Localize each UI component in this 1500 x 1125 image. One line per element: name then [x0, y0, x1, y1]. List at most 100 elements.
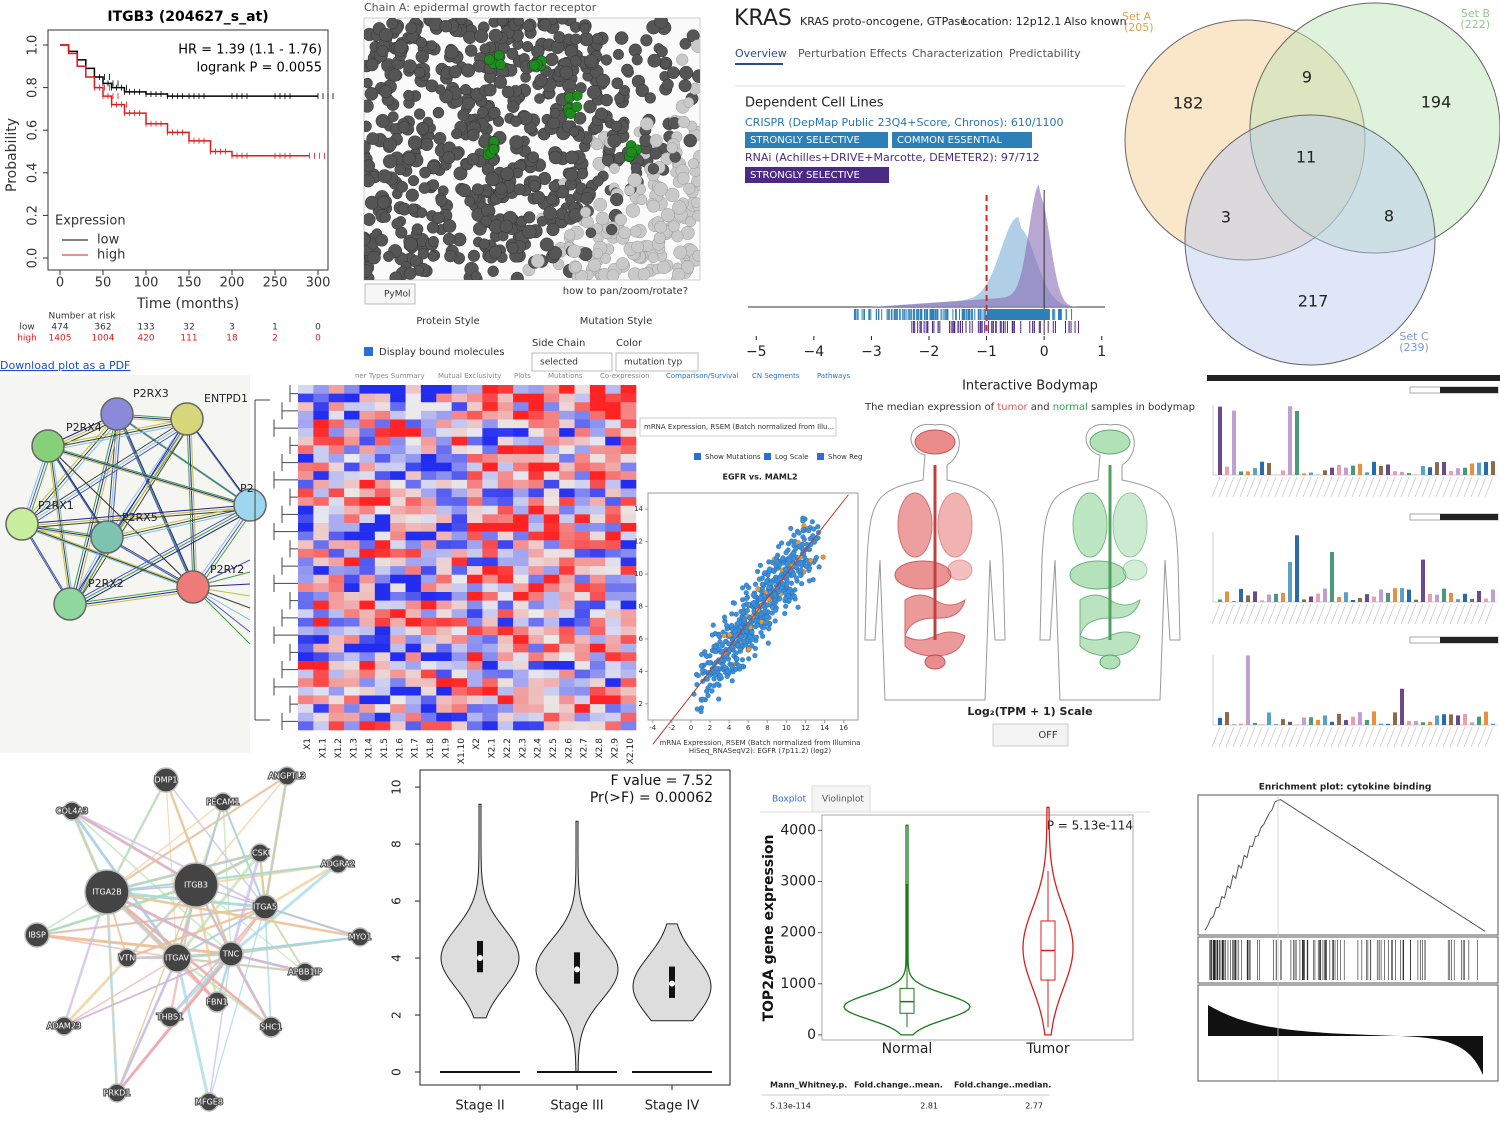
atom	[631, 240, 644, 254]
heat-cell	[497, 678, 514, 688]
risk-count: 111	[180, 334, 197, 344]
point	[727, 632, 733, 638]
button-label[interactable]: PyMol	[384, 290, 411, 300]
heat-cell	[574, 635, 591, 645]
heat-cell	[390, 643, 406, 653]
x-tick-label: Stage II	[455, 1099, 504, 1114]
heat-cell	[405, 462, 422, 472]
atom	[427, 251, 439, 262]
atom	[547, 116, 560, 130]
heat-cell	[374, 721, 391, 731]
heat-cell	[313, 695, 330, 705]
atom	[444, 249, 457, 263]
heat-cell	[589, 712, 606, 722]
tick-label-stub	[1407, 476, 1417, 498]
heat-cell	[436, 652, 452, 662]
node-label: CSK	[252, 849, 269, 858]
x-tick-label: 300	[306, 276, 331, 291]
point	[761, 624, 767, 630]
heat-cell	[543, 454, 560, 463]
option-label: Color	[616, 338, 643, 349]
heat-cell	[497, 669, 514, 679]
heat-cell	[420, 583, 437, 593]
heat-cell	[328, 540, 345, 550]
tab: ner Types Summary	[355, 372, 425, 380]
toggle-label[interactable]: OFF	[1038, 730, 1058, 741]
bar	[1225, 712, 1229, 725]
atom	[457, 183, 472, 198]
mutation-atom	[493, 50, 505, 61]
heat-cell	[298, 454, 314, 463]
heat-cell	[359, 669, 376, 679]
heat-cell	[390, 574, 406, 584]
tick-label-stub	[1386, 726, 1396, 748]
heat-cell	[574, 445, 591, 455]
atom	[668, 220, 680, 233]
tick-label-stub	[1260, 726, 1270, 748]
heat-cell	[497, 540, 514, 550]
heat-cell	[436, 523, 452, 532]
heat-cell	[605, 686, 621, 696]
atom	[630, 162, 642, 174]
heat-cell	[528, 540, 545, 550]
column-label: X1.3	[349, 738, 359, 758]
heat-cell	[513, 505, 529, 515]
bar	[1225, 591, 1229, 602]
heat-cell	[497, 497, 514, 507]
bar	[1295, 410, 1299, 475]
heat-cell	[436, 704, 452, 714]
heat-cell	[574, 523, 591, 532]
tick-label-stub	[1281, 603, 1291, 625]
heat-cell	[420, 635, 437, 645]
heat-cell	[420, 436, 437, 446]
tick-label-stub	[1442, 476, 1452, 498]
tick-label-stub	[1400, 726, 1410, 748]
heat-cell	[374, 436, 391, 446]
heat-cell	[451, 574, 468, 584]
heat-cell	[528, 471, 545, 481]
atom	[555, 184, 570, 199]
heat-cell	[328, 531, 345, 541]
heat-cell	[313, 488, 330, 498]
heat-cell	[313, 471, 330, 481]
link: Download plot as a PDF	[0, 359, 130, 372]
heat-cell	[543, 548, 560, 558]
point	[698, 709, 704, 715]
heat-cell	[620, 609, 637, 619]
heat-cell	[359, 436, 376, 446]
heat-cell	[359, 592, 376, 601]
heat-cell	[559, 505, 575, 515]
point	[746, 646, 752, 652]
heat-cell	[589, 566, 606, 576]
tick-label-stub	[1316, 603, 1326, 625]
point	[813, 555, 819, 561]
heat-cell	[467, 454, 483, 463]
atom	[442, 232, 456, 246]
atom	[411, 223, 424, 235]
bar	[1246, 655, 1250, 725]
tab[interactable]: Boxplot	[772, 795, 806, 805]
heat-cell	[543, 626, 560, 636]
organ-brain	[1089, 429, 1131, 455]
heat-cell	[574, 600, 591, 610]
heat-cell	[328, 669, 345, 679]
bar	[1414, 720, 1418, 725]
tab: Mutual Exclusivity	[438, 372, 501, 380]
tick-label-stub	[1428, 726, 1438, 748]
heat-cell	[359, 445, 376, 455]
bar	[1386, 592, 1390, 602]
atom	[426, 221, 439, 234]
atom	[568, 126, 580, 137]
column-label: X2.8	[595, 738, 605, 759]
atom	[570, 261, 582, 273]
x-tick-label: 16	[839, 724, 848, 732]
atom	[415, 37, 427, 49]
heat-cell	[451, 626, 468, 636]
tab[interactable]: Violinplot	[822, 795, 864, 805]
point	[721, 632, 727, 639]
tab: Overview	[735, 47, 787, 60]
atom	[683, 97, 694, 108]
point	[757, 562, 763, 568]
heat-cell	[420, 626, 437, 636]
heat-cell	[405, 523, 422, 532]
